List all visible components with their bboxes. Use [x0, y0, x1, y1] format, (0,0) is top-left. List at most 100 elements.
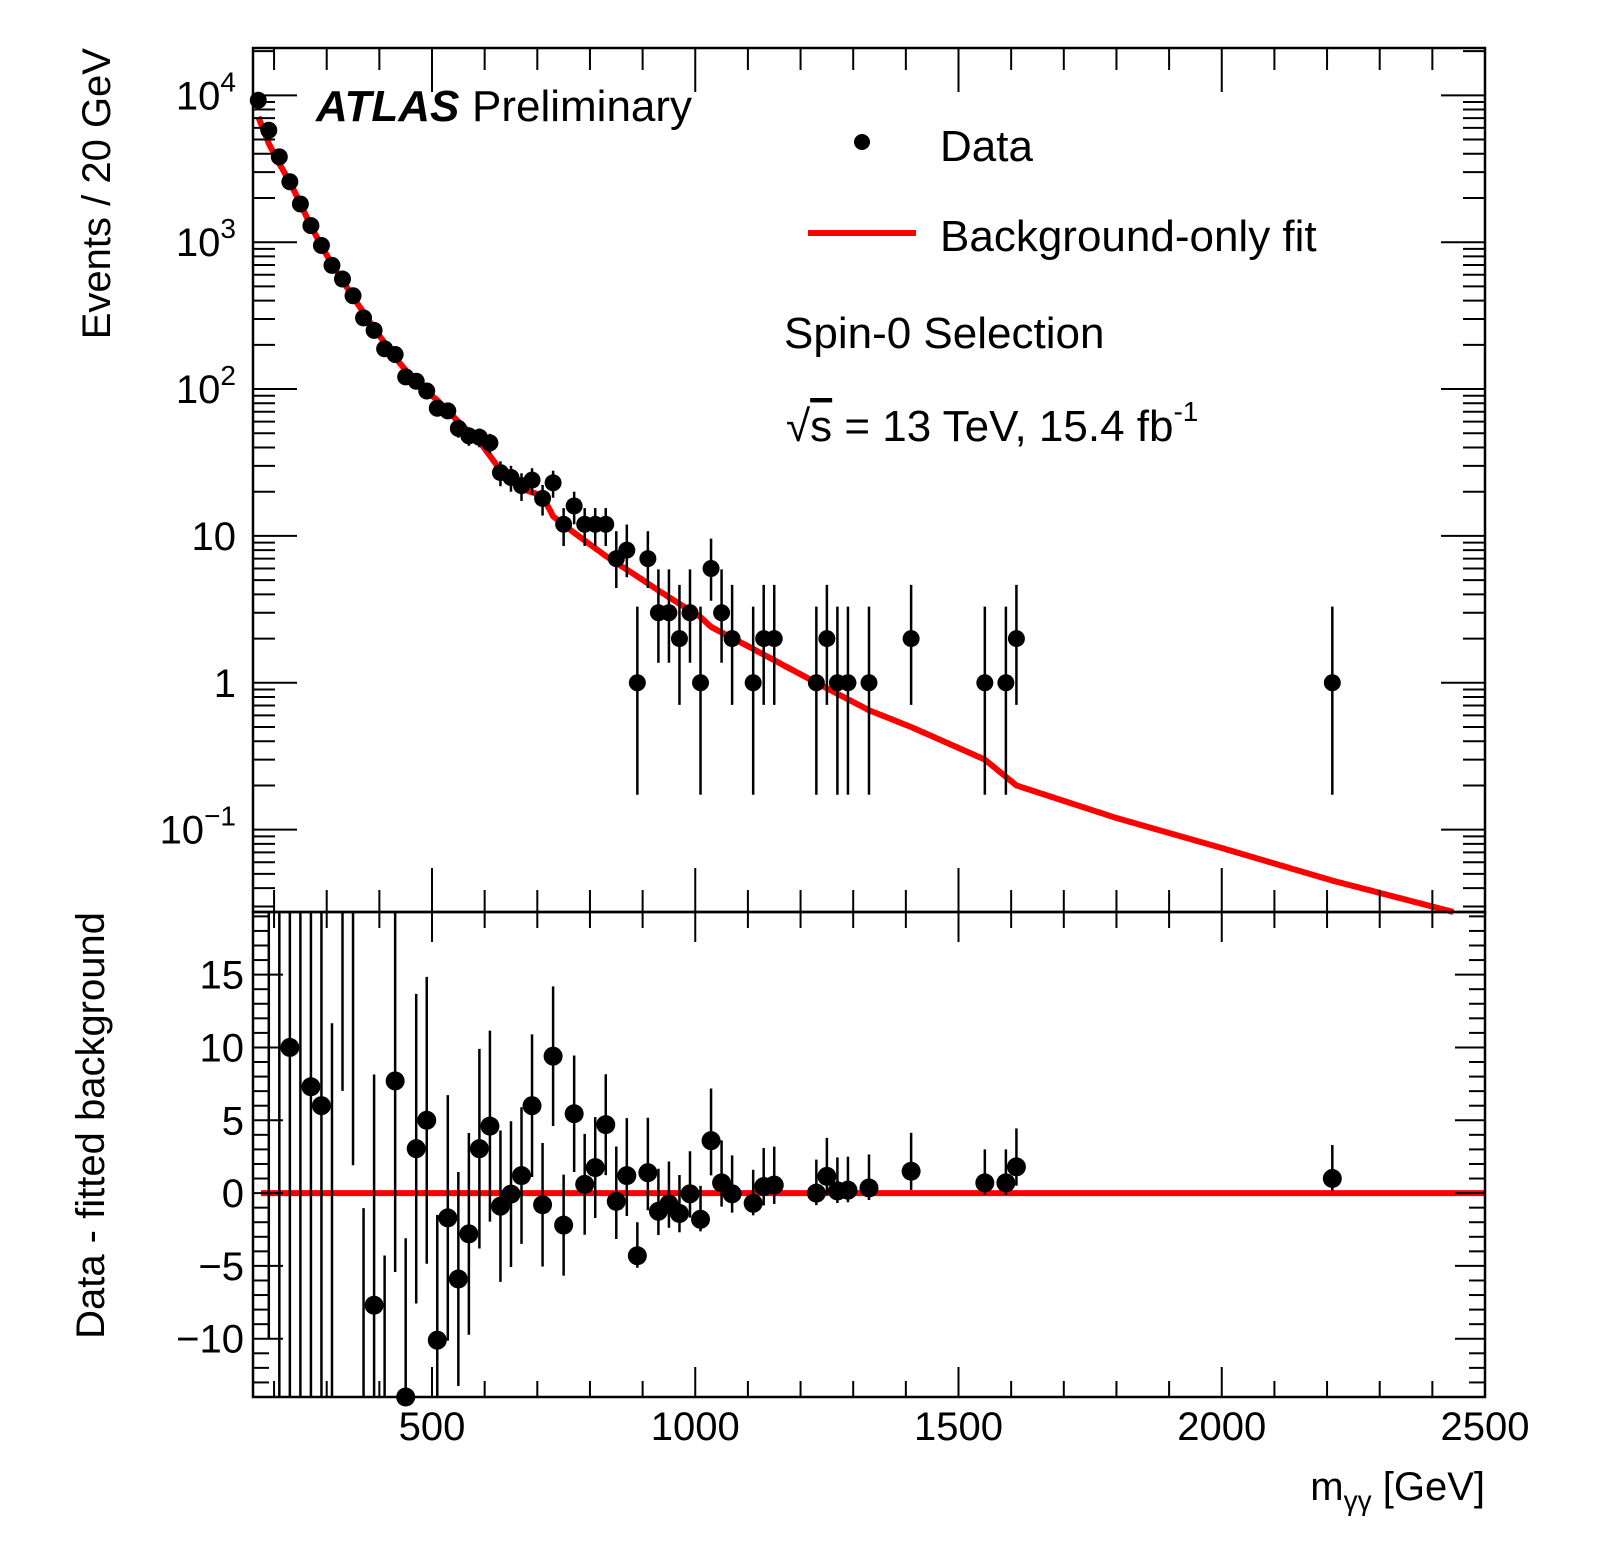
data-point	[523, 471, 541, 489]
x-tick-label: 1500	[914, 1405, 1003, 1449]
tick-exponent: −1	[204, 801, 236, 832]
y-tick-label: 15	[200, 954, 245, 998]
x-axis-title-sub: γγ	[1344, 1485, 1372, 1516]
legend-fit-label: Background-only fit	[940, 212, 1317, 261]
residual-point	[533, 1195, 553, 1215]
residual-point	[806, 1183, 826, 1203]
residual-point	[417, 1110, 437, 1130]
residual-point	[448, 1269, 468, 1289]
x-tick-label: 500	[399, 1405, 466, 1449]
residual-point	[764, 1175, 784, 1195]
data-point	[565, 497, 583, 515]
residual-point	[743, 1193, 763, 1213]
residual-point	[1322, 1169, 1342, 1189]
y-tick-label: −10	[176, 1318, 244, 1362]
data-point	[555, 515, 573, 533]
y-tick-label: 10	[200, 1026, 245, 1070]
atlas-label: ATLAS	[315, 82, 459, 131]
residual-point	[427, 1330, 447, 1350]
data-point	[344, 287, 362, 305]
tick-base: 10	[176, 74, 221, 118]
tick-exponent: 3	[220, 213, 236, 244]
sqrt-symbol: √	[786, 402, 811, 451]
data-point	[260, 121, 278, 139]
data-point	[660, 604, 678, 622]
sqrt-s: s	[810, 402, 832, 451]
data-point	[281, 173, 299, 191]
residual-point	[817, 1166, 837, 1186]
tick-exponent: 2	[220, 360, 236, 391]
residual-point	[996, 1173, 1016, 1193]
residual-point	[311, 1096, 331, 1116]
data-point	[744, 674, 762, 692]
residual-point	[680, 1184, 700, 1204]
data-point	[723, 630, 741, 648]
residual-point	[975, 1173, 995, 1193]
y-tick-label: 5	[222, 1099, 244, 1143]
data-point	[639, 550, 657, 568]
residual-point	[617, 1166, 637, 1186]
lumi-exponent: -1	[1173, 396, 1198, 427]
residual-point	[691, 1209, 711, 1229]
residual-point	[638, 1163, 658, 1183]
residual-point	[722, 1184, 742, 1204]
residual-point	[859, 1178, 879, 1198]
residual-point	[1006, 1157, 1026, 1177]
residual-point	[469, 1139, 489, 1159]
data-point	[334, 270, 352, 288]
preliminary-label: Preliminary	[472, 82, 692, 131]
data-point	[628, 674, 646, 692]
residual-point	[385, 1071, 405, 1091]
data-point	[355, 309, 373, 327]
data-point	[302, 217, 320, 235]
residual-point	[901, 1161, 921, 1181]
data-point	[597, 515, 615, 533]
residual-point	[459, 1224, 479, 1244]
residual-point	[596, 1115, 616, 1135]
data-point	[439, 402, 457, 420]
energy-lumi-annotation: √s = 13 TeV, 15.4 fb-1	[786, 396, 1198, 451]
residual-point	[564, 1104, 584, 1124]
data-point	[270, 148, 288, 166]
data-point	[839, 674, 857, 692]
x-tick-labels: 500 1000 1500 2000 2500	[399, 1405, 1530, 1449]
energy-lumi-text: = 13 TeV, 15.4 fb	[832, 402, 1173, 451]
data-point	[670, 630, 688, 648]
data-point	[481, 434, 499, 452]
residual-point	[543, 1046, 563, 1066]
lower-frame	[251, 910, 1487, 1399]
data-points-residual	[267, 912, 1342, 1407]
data-point	[1323, 674, 1341, 692]
data-points-upper	[249, 91, 1341, 795]
residual-point	[701, 1131, 721, 1151]
lower-y-tick-labels: −10 −5 0 5 10 15	[176, 954, 244, 1362]
upper-y-axis-title: Events / 20 GeV	[75, 48, 119, 340]
residual-point	[480, 1116, 500, 1136]
data-point	[765, 630, 783, 648]
residual-point	[669, 1203, 689, 1223]
lower-y-axis-title: Data - fitted background	[69, 912, 113, 1339]
data-point	[386, 345, 404, 363]
selection-annotation: Spin-0 Selection	[784, 309, 1104, 358]
y-tick-label: 10−1	[160, 801, 236, 853]
data-point	[291, 195, 309, 213]
legend-data-label: Data	[940, 122, 1033, 171]
data-point	[544, 474, 562, 492]
residual-point	[280, 1037, 300, 1057]
y-tick-label: 1	[214, 662, 236, 706]
residual-point	[627, 1246, 647, 1266]
residual-point	[606, 1191, 626, 1211]
x-axis-title-unit: [GeV]	[1372, 1465, 1485, 1509]
x-tick-label: 2500	[1441, 1405, 1530, 1449]
residual-point	[364, 1295, 384, 1315]
y-tick-label: 102	[176, 360, 236, 412]
data-point	[702, 560, 720, 578]
tick-exponent: 4	[220, 66, 236, 97]
data-point	[365, 321, 383, 339]
y-tick-label: −5	[198, 1245, 244, 1289]
data-point	[323, 256, 341, 274]
legend: Data Background-only fit	[808, 122, 1317, 261]
residual-point	[512, 1166, 532, 1186]
tick-base: 10	[160, 809, 205, 853]
